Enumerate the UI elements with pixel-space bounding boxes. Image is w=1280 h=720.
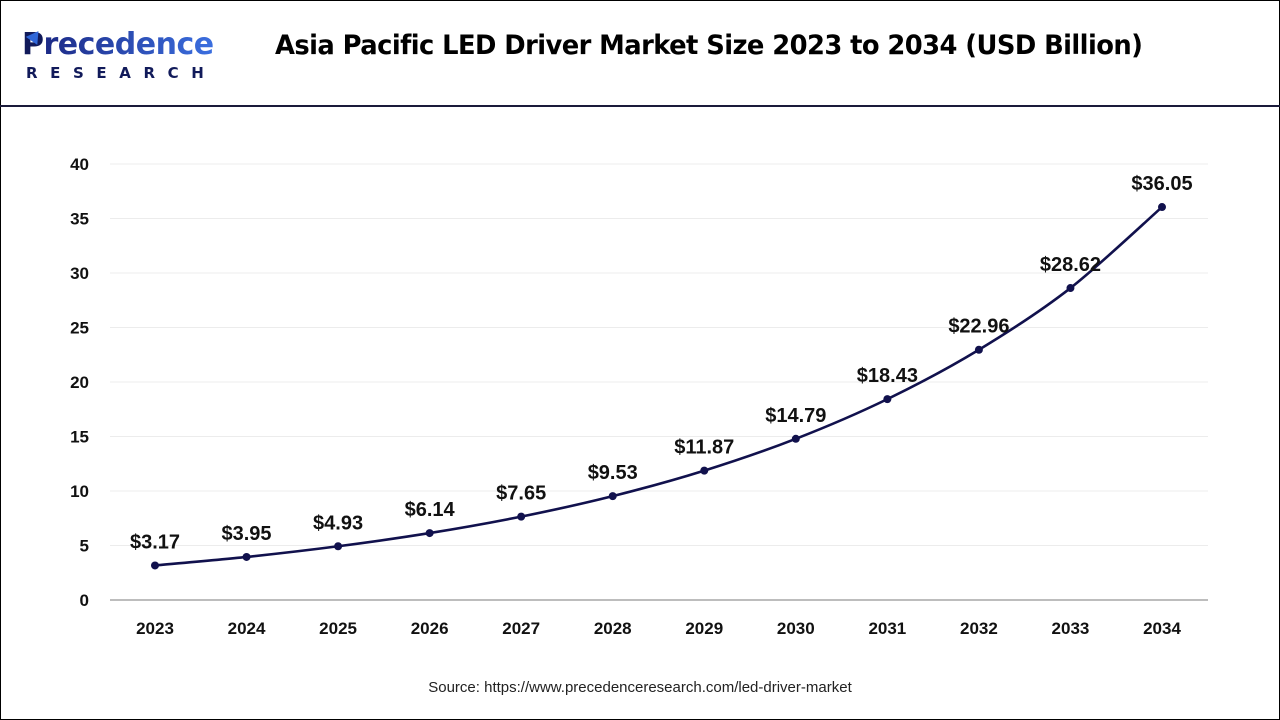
data-label-2028: $9.53 xyxy=(588,462,638,484)
data-label-2027: $7.65 xyxy=(496,483,546,505)
data-point-2025 xyxy=(334,542,343,551)
data-point-2034 xyxy=(1158,203,1166,212)
x-tick-label: 2027 xyxy=(502,619,540,638)
data-label-2029: $11.87 xyxy=(674,437,734,459)
y-tick-label: 35 xyxy=(70,210,89,229)
x-tick-label: 2024 xyxy=(228,619,266,638)
y-tick-label: 30 xyxy=(70,264,89,283)
data-label-2031: $18.43 xyxy=(857,365,918,387)
data-label-2033: $28.62 xyxy=(1040,254,1101,276)
x-tick-label: 2023 xyxy=(136,619,174,638)
y-axis-ticks: 0 5 10 15 20 25 30 35 40 xyxy=(70,155,89,610)
y-tick-label: 15 xyxy=(70,428,89,447)
data-point-2029 xyxy=(700,466,709,475)
gridlines xyxy=(110,163,1208,546)
data-label-2034: $36.05 xyxy=(1131,173,1192,195)
x-tick-label: 2034 xyxy=(1143,619,1181,638)
x-tick-label: 2031 xyxy=(868,619,906,638)
chart-title: Asia Pacific LED Driver Market Size 2023… xyxy=(275,30,1143,61)
data-label-2023: $3.17 xyxy=(130,531,180,553)
precedence-research-logo: Precedence RESEARCH xyxy=(22,27,222,84)
data-labels: $3.17 $3.95 $4.93 $6.14 $7.65 $9.53 $11.87 $14.… xyxy=(130,173,1193,553)
source-note: Source: https://www.precedenceresearch.c… xyxy=(428,679,852,696)
y-tick-label: 5 xyxy=(80,537,89,556)
data-point-2031 xyxy=(883,395,892,404)
x-tick-label: 2029 xyxy=(685,619,723,638)
data-point-2030 xyxy=(791,434,800,443)
y-tick-label: 40 xyxy=(70,155,89,174)
data-point-2033 xyxy=(1066,284,1075,293)
x-tick-label: 2033 xyxy=(1052,619,1090,638)
data-point-2027 xyxy=(517,512,526,521)
series-line xyxy=(154,206,1163,567)
data-label-2025: $4.93 xyxy=(313,512,363,534)
data-point-2026 xyxy=(425,529,434,538)
x-axis-ticks: 2023 2024 2025 2026 2027 2028 2029 2030 2031 2032… xyxy=(136,619,1181,638)
y-tick-label: 20 xyxy=(70,373,89,392)
data-label-2024: $3.95 xyxy=(222,523,272,545)
data-point-2032 xyxy=(974,345,983,354)
data-markers xyxy=(151,203,1166,570)
data-label-2030: $14.79 xyxy=(765,405,826,427)
x-tick-label: 2030 xyxy=(777,619,815,638)
data-label-2026: $6.14 xyxy=(405,499,456,521)
logo-subtitle: RESEARCH xyxy=(26,64,217,82)
x-tick-label: 2032 xyxy=(960,619,998,638)
y-tick-label: 10 xyxy=(70,482,89,501)
data-point-2028 xyxy=(608,492,617,501)
y-tick-label: 25 xyxy=(70,319,89,338)
x-tick-label: 2028 xyxy=(594,619,632,638)
x-tick-label: 2026 xyxy=(411,619,449,638)
y-tick-label: 0 xyxy=(80,591,89,610)
data-point-2023 xyxy=(151,561,159,570)
data-point-2024 xyxy=(242,552,251,561)
header: Precedence RESEARCH Asia Pacific LED Dri… xyxy=(0,0,1280,107)
logo-wordmark: Precedence xyxy=(22,27,214,62)
x-tick-label: 2025 xyxy=(319,619,357,638)
data-label-2032: $22.96 xyxy=(948,316,1009,338)
